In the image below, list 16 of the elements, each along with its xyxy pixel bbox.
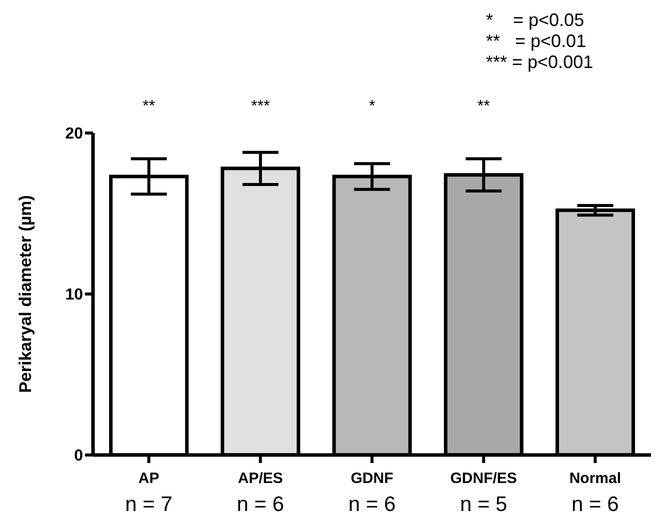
text: *** = p<0.001	[486, 52, 594, 73]
x-tick-label: GDNF n = 6	[348, 470, 396, 516]
x-tick-label: Normal n = 6	[569, 470, 622, 516]
y-axis-title: Perikaryal diameter (µm)	[16, 195, 36, 393]
x-tick-label: AP n = 7	[125, 470, 172, 516]
y-tick-label: 20	[65, 126, 84, 143]
data-label: *	[368, 98, 376, 115]
x-tick-label: AP/ES n = 6	[236, 470, 284, 516]
data-label: **	[477, 98, 490, 115]
x-tick-label: GDNF/ES n = 5	[450, 470, 517, 516]
data-label: ***	[251, 98, 270, 115]
text: ** = p<0.01	[486, 31, 588, 52]
text: * = p<0.05	[486, 10, 586, 31]
y-tick-label: 10	[65, 286, 84, 304]
y-tick-label: 0	[74, 448, 84, 465]
data-label: **	[142, 98, 156, 115]
